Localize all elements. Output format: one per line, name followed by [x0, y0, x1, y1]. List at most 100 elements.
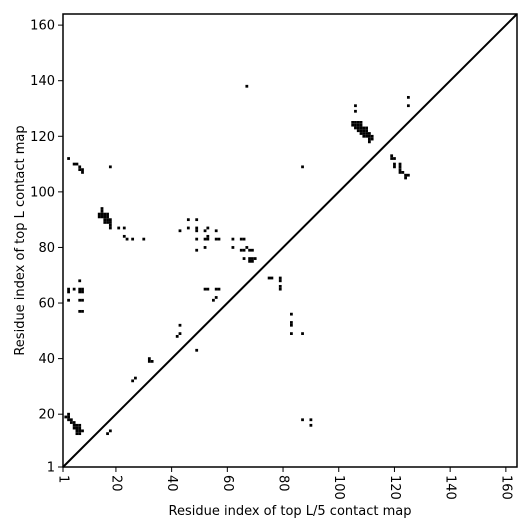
- contact-point: [81, 290, 84, 294]
- contact-point: [365, 132, 368, 135]
- contact-point: [278, 276, 282, 280]
- contact-point: [404, 173, 407, 177]
- contact-point: [106, 215, 109, 219]
- contact-point: [78, 426, 82, 430]
- contact-point: [354, 104, 357, 108]
- contact-point: [203, 246, 207, 249]
- y-tick-label: 100: [30, 185, 55, 200]
- contact-point: [64, 415, 68, 419]
- contact-point: [290, 312, 293, 316]
- contact-point: [72, 287, 76, 291]
- contact-point: [248, 257, 252, 260]
- contact-point: [242, 257, 246, 260]
- contact-point: [239, 248, 243, 252]
- contact-point: [72, 426, 76, 430]
- contact-point: [78, 423, 82, 427]
- contact-point: [367, 140, 371, 144]
- contact-point: [81, 287, 84, 291]
- contact-point: [81, 168, 84, 172]
- contact-point: [125, 237, 129, 241]
- contact-point: [178, 323, 182, 327]
- contact-point: [117, 226, 121, 230]
- contact-point: [359, 121, 363, 124]
- contact-point: [393, 162, 396, 166]
- contact-point: [370, 134, 374, 138]
- x-tick-label: 20: [108, 475, 123, 492]
- contact-point: [67, 290, 70, 294]
- contact-point: [398, 171, 402, 174]
- contact-point: [67, 298, 70, 302]
- contact-point: [122, 226, 126, 230]
- contact-point: [100, 209, 104, 213]
- contact-point: [81, 309, 84, 313]
- contact-point: [390, 154, 394, 158]
- y-tick-label: 40: [38, 352, 55, 367]
- contact-point: [78, 287, 82, 291]
- contact-point: [75, 162, 79, 166]
- contact-point: [365, 129, 368, 133]
- x-tick-label: 160: [498, 475, 513, 500]
- x-tick-label: 80: [276, 475, 291, 492]
- contact-point: [131, 237, 135, 241]
- contact-point: [253, 257, 257, 260]
- contact-point: [108, 223, 112, 227]
- contact-point: [147, 357, 151, 360]
- contact-point: [245, 246, 249, 249]
- contact-point: [150, 360, 154, 363]
- contact-point: [75, 429, 79, 433]
- contact-point: [398, 165, 402, 169]
- contact-point: [301, 332, 304, 335]
- contact-point: [214, 229, 218, 233]
- contact-point: [278, 287, 282, 291]
- contact-point: [81, 171, 84, 174]
- contact-point: [195, 226, 199, 230]
- contact-point: [178, 229, 182, 233]
- contact-point: [78, 290, 82, 294]
- contact-point: [78, 279, 82, 283]
- contact-point: [248, 259, 252, 263]
- contact-point: [195, 348, 199, 352]
- contact-point: [309, 418, 313, 422]
- contact-point: [290, 332, 293, 335]
- contact-point: [106, 221, 109, 224]
- x-axis: 1 20 40 60 80 100 120 140 160: [56, 467, 513, 500]
- contact-point: [106, 432, 109, 436]
- contact-point: [67, 412, 70, 416]
- contact-point: [401, 171, 405, 174]
- contact-point: [251, 259, 254, 263]
- contact-point: [103, 212, 107, 216]
- contact-point: [367, 132, 371, 135]
- contact-point: [78, 429, 82, 433]
- contact-point: [231, 237, 235, 241]
- contact-point: [67, 157, 70, 160]
- contact-point: [362, 132, 366, 135]
- contact-point: [178, 332, 182, 335]
- contact-point: [290, 323, 293, 327]
- contact-point: [131, 379, 135, 383]
- contact-point: [354, 121, 357, 124]
- contact-point: [278, 279, 282, 283]
- contact-point: [97, 215, 101, 219]
- contact-point: [100, 207, 104, 210]
- contact-point: [354, 126, 357, 130]
- contact-point: [100, 212, 104, 216]
- contact-point: [69, 418, 73, 422]
- x-tick-label: 1: [56, 475, 71, 483]
- contact-point: [81, 298, 84, 302]
- contact-point: [78, 168, 82, 172]
- contact-point: [301, 165, 304, 169]
- contact-point: [362, 126, 366, 130]
- contact-point: [203, 229, 207, 233]
- contact-point: [398, 168, 402, 172]
- contact-point: [75, 426, 79, 430]
- contact-point: [67, 415, 70, 419]
- contact-point: [393, 165, 396, 169]
- contact-point: [100, 215, 104, 219]
- contact-point: [206, 234, 210, 238]
- contact-point: [142, 237, 146, 241]
- contact-point: [248, 248, 252, 252]
- contact-point: [214, 296, 218, 299]
- contact-point: [359, 123, 363, 127]
- x-tick-label: 100: [331, 475, 346, 500]
- contact-point: [195, 237, 199, 241]
